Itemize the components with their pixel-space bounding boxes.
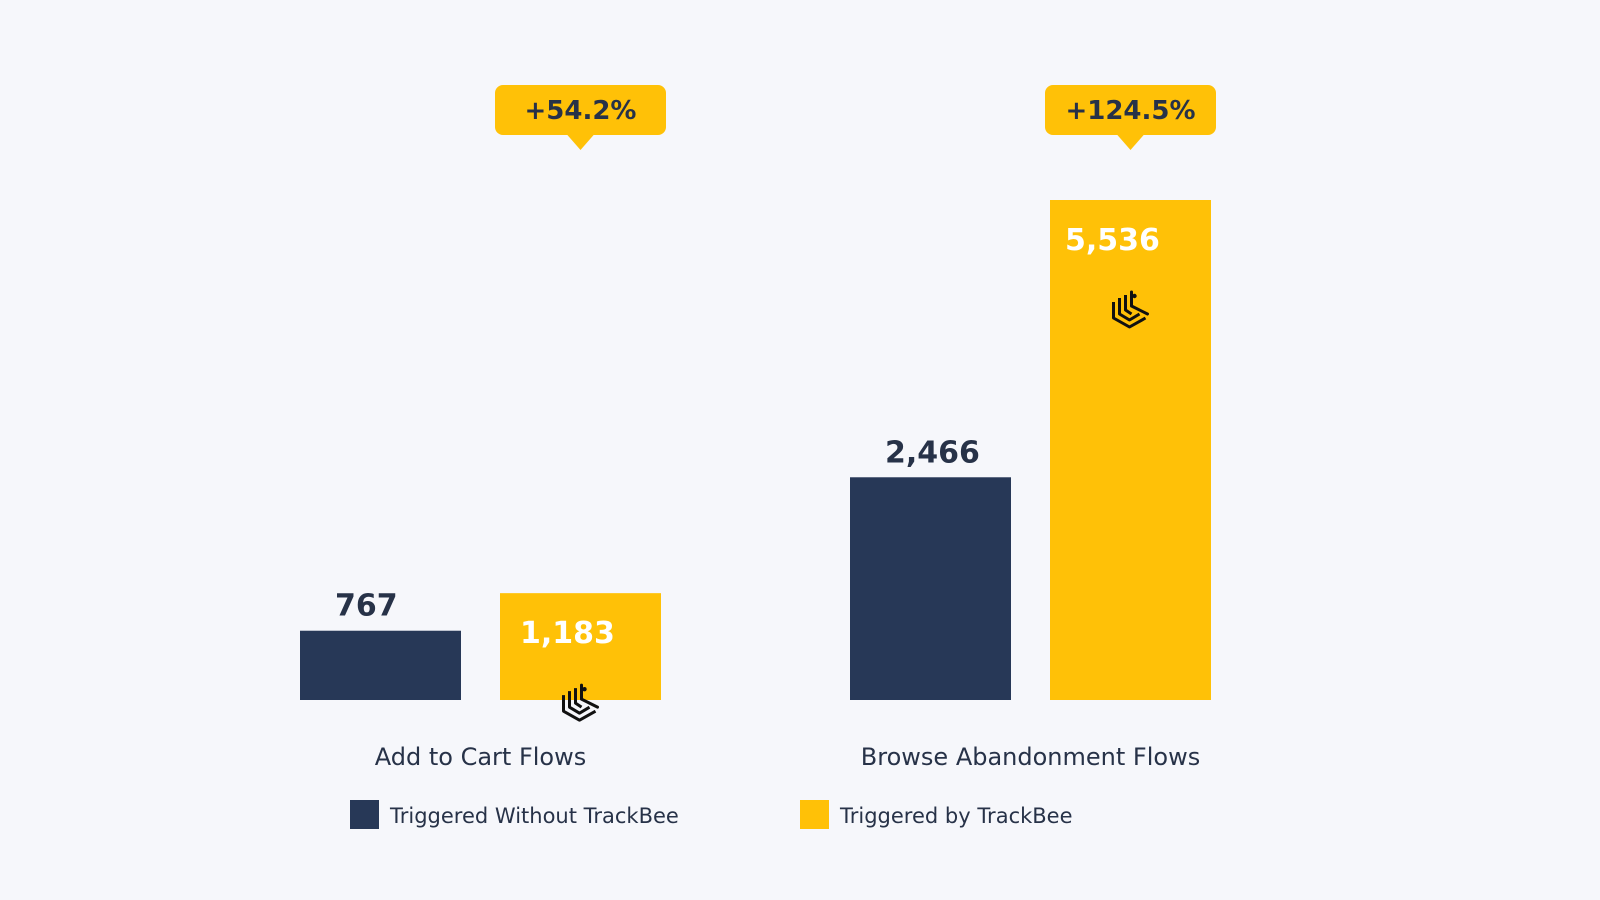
growth-label-browse-abandonment: +124.5% <box>1065 96 1195 126</box>
legend-swatch-by-trackbee <box>800 800 829 829</box>
legend-label-by-trackbee: Triggered by TrackBee <box>839 804 1073 828</box>
bar-browse-abandonment-without-trackbee <box>850 477 1011 700</box>
growth-callout-pointer-browse-abandonment <box>1116 134 1145 150</box>
growth-callout-add-to-cart <box>495 85 666 135</box>
growth-callout-pointer-add-to-cart <box>566 134 595 150</box>
legend-swatch-without-trackbee <box>350 800 379 829</box>
value-label-browse-abandonment-by-trackbee: 5,536 <box>1065 223 1160 258</box>
value-label-browse-abandonment-without-trackbee: 2,466 <box>885 435 980 470</box>
bar-add-to-cart-without-trackbee <box>300 630 461 700</box>
bar-add-to-cart-by-trackbee <box>500 593 661 700</box>
value-label-add-to-cart-without-trackbee: 767 <box>335 589 398 624</box>
category-label-add-to-cart: Add to Cart Flows <box>375 743 586 771</box>
bar-browse-abandonment-by-trackbee <box>1050 200 1211 700</box>
category-label-browse-abandonment: Browse Abandonment Flows <box>861 743 1200 771</box>
growth-label-add-to-cart: +54.2% <box>525 96 637 126</box>
growth-callout-browse-abandonment <box>1045 85 1216 135</box>
legend-label-without-trackbee: Triggered Without TrackBee <box>389 804 679 828</box>
value-label-add-to-cart-by-trackbee: 1,183 <box>520 616 615 651</box>
